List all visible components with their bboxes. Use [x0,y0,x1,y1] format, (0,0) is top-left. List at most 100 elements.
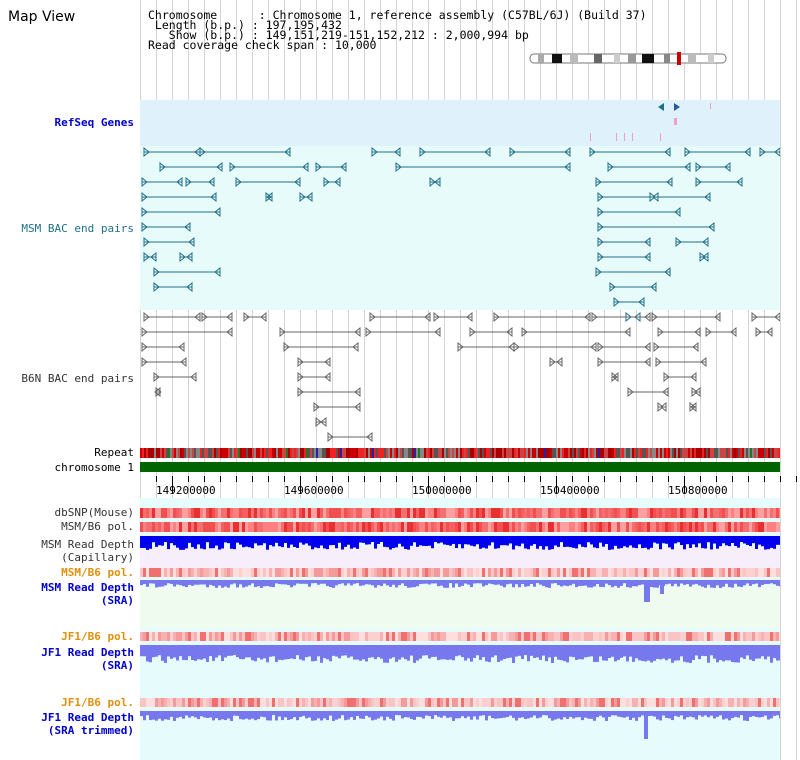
bac-end-feature[interactable] [159,161,166,173]
bac-end-feature[interactable] [141,341,148,353]
bac-end-feature[interactable] [651,311,658,323]
bac-end-feature[interactable] [153,371,160,383]
bac-end-feature[interactable] [584,311,591,323]
bac-end-feature[interactable] [700,356,707,368]
bac-end-feature[interactable] [216,161,223,173]
bac-end-feature[interactable] [664,266,671,278]
bac-end-feature[interactable] [627,386,634,398]
bac-end-feature[interactable] [153,266,160,278]
bac-end-feature[interactable] [589,146,596,158]
bac-end-feature[interactable] [724,161,731,173]
bac-end-feature[interactable] [141,206,148,218]
bac-end-feature[interactable] [694,326,701,338]
bac-end-feature[interactable] [644,251,651,263]
bac-end-feature[interactable] [284,146,291,158]
bac-end-feature[interactable] [549,356,556,368]
bac-end-feature[interactable] [324,371,331,383]
bac-end-feature[interactable] [214,266,221,278]
bac-end-feature[interactable] [597,341,604,353]
bac-end-feature[interactable] [690,371,697,383]
refseq-gene-feature[interactable] [660,133,661,141]
bac-end-feature[interactable] [702,251,709,263]
bac-end-feature[interactable] [141,326,148,338]
bac-end-feature[interactable] [564,146,571,158]
bac-end-feature[interactable] [150,251,157,263]
bac-end-feature[interactable] [655,356,662,368]
bac-end-feature[interactable] [260,311,267,323]
bac-end-feature[interactable] [369,311,376,323]
feature-tracks[interactable] [140,96,780,446]
jf1-depth-sra-label[interactable]: JF1 Read Depth (SRA) [41,646,134,672]
bac-end-feature[interactable] [226,326,233,338]
b6n-bac-label[interactable]: B6N BAC end pairs [21,372,134,385]
bac-end-feature[interactable] [371,146,378,158]
bac-end-feature[interactable] [597,236,604,248]
bac-end-feature[interactable] [394,146,401,158]
bac-end-feature[interactable] [143,146,150,158]
bac-end-feature[interactable] [657,326,664,338]
chromosome-track-label[interactable]: chromosome 1 [54,461,134,474]
refseq-gene-feature[interactable] [616,133,617,141]
bac-end-feature[interactable] [141,176,148,188]
msm-b6-pol-2-label[interactable]: MSM/B6 pol. [61,566,134,579]
bac-end-feature[interactable] [214,206,221,218]
refseq-gene-feature[interactable] [590,133,591,141]
bac-end-feature[interactable] [624,326,631,338]
bac-end-feature[interactable] [612,371,619,383]
bac-end-feature[interactable] [466,311,473,323]
bac-end-feature[interactable] [666,176,673,188]
repeat-track[interactable] [140,448,780,458]
bac-end-feature[interactable] [154,386,161,398]
refseq-gene-feature[interactable] [658,103,664,111]
bac-end-feature[interactable] [141,191,148,203]
bac-end-feature[interactable] [434,176,441,188]
bac-end-feature[interactable] [297,386,304,398]
bac-end-feature[interactable] [352,341,359,353]
bac-end-feature[interactable] [294,176,301,188]
bac-end-feature[interactable] [141,221,148,233]
chromosome-bar[interactable] [140,462,780,472]
bac-end-feature[interactable] [774,312,780,322]
bac-end-feature[interactable] [184,221,191,233]
bac-end-feature[interactable] [395,161,402,173]
bac-end-feature[interactable] [556,356,563,368]
bac-end-feature[interactable] [644,341,651,353]
bac-end-feature[interactable] [755,326,762,338]
bac-end-feature[interactable] [611,371,618,383]
dbsnp-label[interactable]: dbSNP(Mouse) [54,506,134,519]
bac-end-feature[interactable] [591,311,598,323]
data-tracks[interactable] [140,498,780,760]
bac-end-feature[interactable] [185,176,192,188]
refseq-gene-feature[interactable] [710,103,711,109]
bac-end-feature[interactable] [708,221,715,233]
bac-end-feature[interactable] [493,311,500,323]
refseq-gene-feature[interactable] [674,118,677,125]
bac-end-feature[interactable] [702,236,709,248]
bac-end-feature[interactable] [664,146,671,158]
bac-end-feature[interactable] [730,326,737,338]
bac-end-feature[interactable] [424,311,431,323]
bac-end-feature[interactable] [662,386,669,398]
jf1-depth-trim-label[interactable]: JF1 Read Depth (SRA trimmed) [41,711,134,737]
bac-end-feature[interactable] [235,176,242,188]
bac-end-feature[interactable] [699,251,706,263]
bac-end-feature[interactable] [650,281,657,293]
bac-end-feature[interactable] [327,431,334,443]
bac-end-feature[interactable] [644,236,651,248]
bac-end-feature[interactable] [695,161,702,173]
bac-end-feature[interactable] [190,371,197,383]
bac-end-feature[interactable] [674,206,681,218]
bac-end-feature[interactable] [684,161,691,173]
bac-end-feature[interactable] [210,191,217,203]
bac-end-feature[interactable] [365,326,372,338]
bac-end-feature[interactable] [657,401,664,413]
jf1-b6-pol-label[interactable]: JF1/B6 pol. [61,630,134,643]
refseq-gene-feature[interactable] [632,133,633,141]
bac-end-feature[interactable] [143,251,150,263]
bac-end-feature[interactable] [320,416,327,428]
bac-end-feature[interactable] [513,341,520,353]
msm-depth-capillary-label[interactable]: MSM Read Depth (Capillary) [41,538,134,564]
bac-end-feature[interactable] [354,386,361,398]
bac-end-feature[interactable] [751,311,758,323]
bac-end-feature[interactable] [340,161,347,173]
